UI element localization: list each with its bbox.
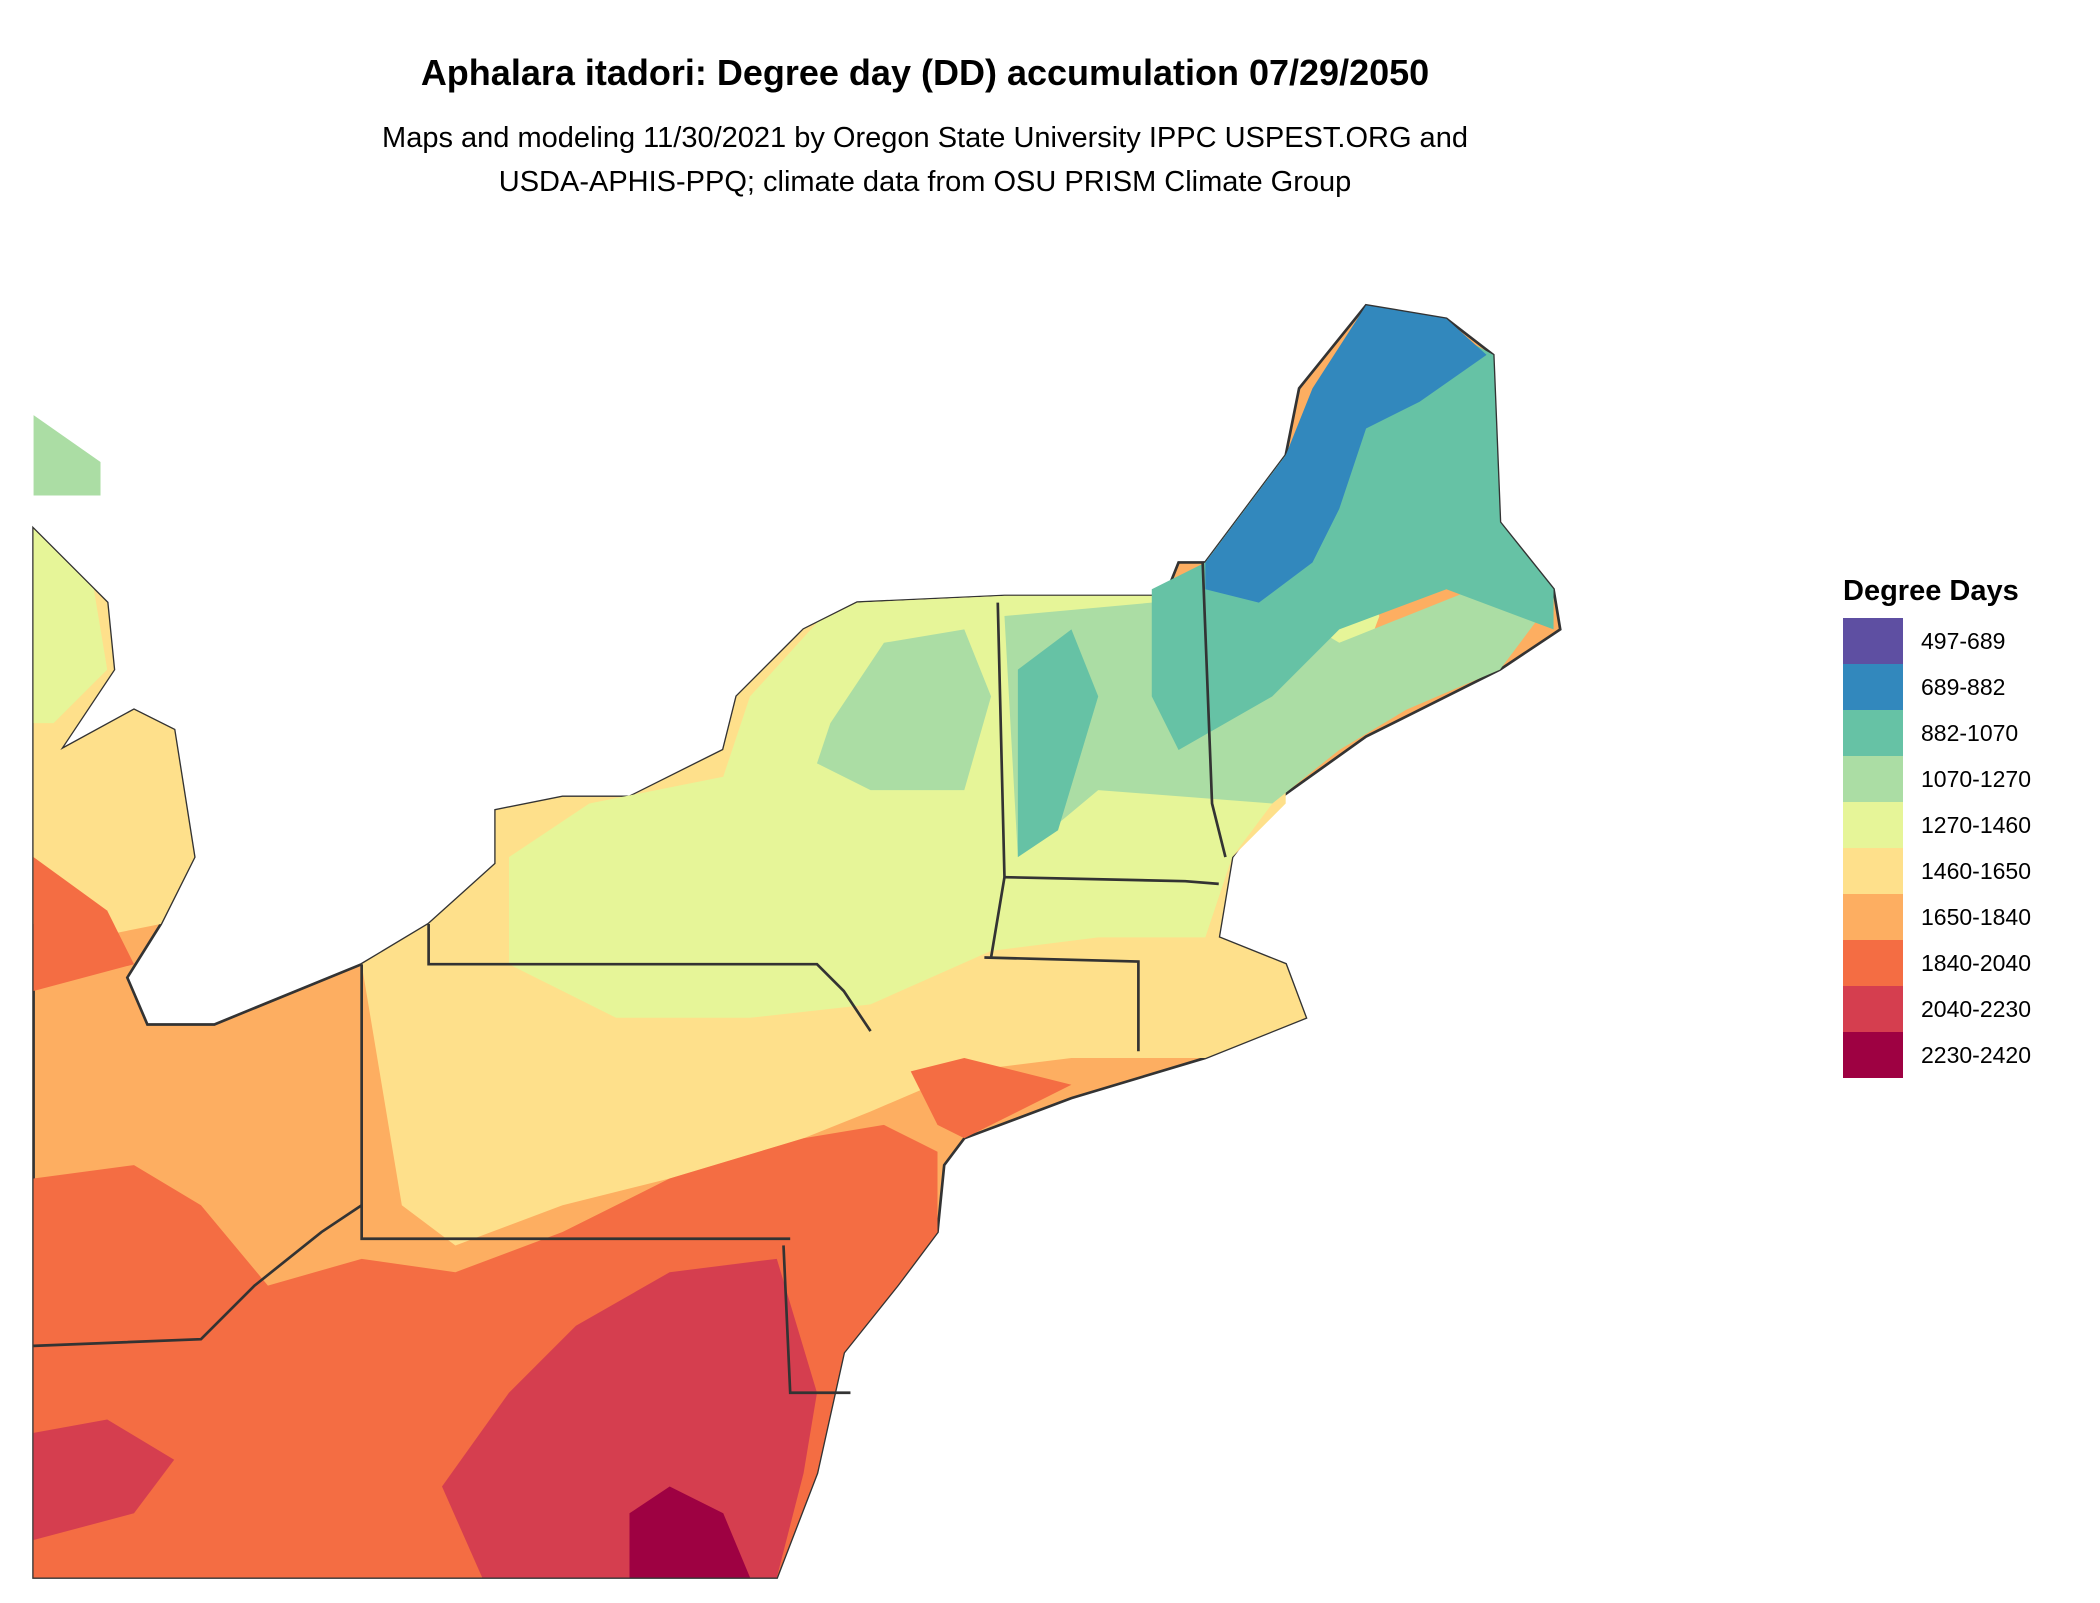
- legend-label: 1650-1840: [1921, 903, 2031, 930]
- border-ma: [1004, 875, 1219, 886]
- region-1070-1270: [816, 629, 992, 791]
- region-882-1070: [1151, 321, 1554, 750]
- legend-item: 2230-2420: [1843, 1032, 2031, 1078]
- legend-item: 689-882: [1843, 664, 2031, 710]
- legend-swatch: [1843, 618, 1903, 664]
- legend-label: 1840-2040: [1921, 949, 2031, 976]
- legend-item: 1650-1840: [1843, 894, 2031, 940]
- region-1270-1460: [33, 528, 108, 724]
- legend-item: 882-1070: [1843, 710, 2031, 756]
- border-de: [782, 1245, 851, 1395]
- region-2230-2420: [629, 1486, 751, 1578]
- legend-swatch: [1843, 848, 1903, 894]
- border-ct-ri: [984, 956, 1140, 1052]
- legend-label: 497-689: [1921, 627, 2006, 654]
- legend-label: 1270-1460: [1921, 811, 2031, 838]
- legend-item: 2040-2230: [1843, 986, 2031, 1032]
- border-pa-md: [360, 964, 791, 1241]
- map-title: Aphalara itadori: Degree day (DD) accumu…: [420, 52, 1430, 93]
- legend-swatch: [1843, 986, 1903, 1032]
- legend-item: 497-689: [1843, 618, 2031, 664]
- legend-item: 1070-1270: [1843, 756, 2031, 802]
- region-882-1070: [1017, 629, 1099, 858]
- legend: Degree Days 497-689 689-882 882-1070 1070-1…: [1843, 575, 2031, 1078]
- border-nh-me: [1201, 562, 1227, 858]
- legend-item: 1840-2040: [1843, 940, 2031, 986]
- map-subtitle-line-2: USDA-APHIS-PPQ; climate data from OSU PR…: [498, 166, 1352, 198]
- legend-swatch: [1843, 756, 1903, 802]
- legend-item: 1460-1650: [1843, 848, 2031, 894]
- border-oh-wv: [33, 1204, 363, 1348]
- legend-label: 1460-1650: [1921, 857, 2031, 884]
- legend-label: 2230-2420: [1921, 1041, 2031, 1068]
- map-subtitle-line-1: Maps and modeling 11/30/2021 by Oregon S…: [382, 122, 1468, 154]
- region-1070-1270: [33, 415, 101, 496]
- legend-swatch: [1843, 710, 1903, 756]
- legend-swatch: [1843, 940, 1903, 986]
- legend-swatch: [1843, 894, 1903, 940]
- region-2040-2230: [442, 1258, 817, 1578]
- legend-label: 1070-1270: [1921, 765, 2031, 792]
- legend-swatch: [1843, 664, 1903, 710]
- legend-item: 1270-1460: [1843, 802, 2031, 848]
- region-1840-2040: [910, 1057, 1072, 1139]
- region-1840-2040: [33, 857, 135, 991]
- border-ny-pa: [427, 924, 872, 1032]
- legend-title: Degree Days: [1843, 575, 2019, 607]
- region-2040-2230: [33, 1419, 175, 1541]
- state-borders: [33, 562, 1227, 1395]
- legend-label: 2040-2230: [1921, 995, 2031, 1022]
- legend-swatch: [1843, 1032, 1903, 1078]
- legend-label: 882-1070: [1921, 719, 2019, 746]
- legend-label: 689-882: [1921, 673, 2006, 700]
- region-1070-1270: [1004, 562, 1541, 858]
- region-689-882: [1205, 305, 1487, 603]
- legend-swatch: [1843, 802, 1903, 848]
